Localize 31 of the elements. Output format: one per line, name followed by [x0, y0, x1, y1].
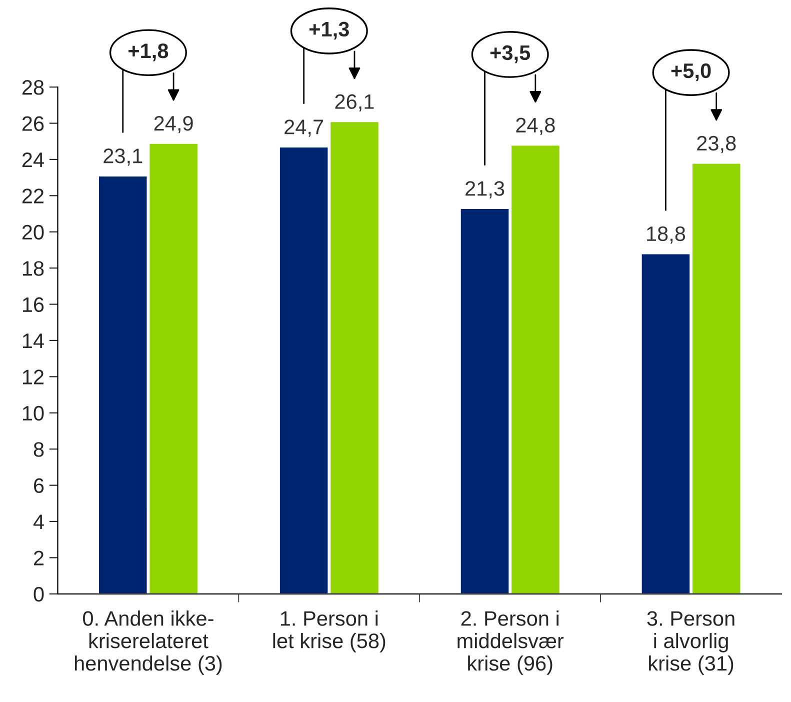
y-tick-label: 14 [22, 334, 44, 348]
y-tick-label: 12 [22, 370, 44, 384]
data-label: 24,7 [284, 120, 324, 137]
data-label: 24,8 [516, 118, 555, 135]
text: +5,0 [671, 63, 711, 82]
y-tick-label: 6 [34, 478, 44, 494]
text: +1,8 [128, 43, 168, 62]
y-tick-label: 20 [22, 224, 44, 240]
text: +3,5 [490, 45, 530, 64]
y-tick-label: 8 [34, 442, 44, 457]
data-label: 23,8 [697, 136, 736, 154]
data-label: 21,3 [466, 181, 504, 198]
y-tick-label: 22 [22, 188, 44, 204]
data-label: 18,8 [647, 226, 686, 244]
x-tick-label: 2. Person i middelsvær krise (96) [458, 610, 564, 675]
y-tick-label: 2 [34, 550, 44, 566]
data-label: 24,9 [154, 116, 193, 134]
data-label: 23,1 [104, 148, 142, 166]
y-tick-label: 24 [22, 152, 44, 168]
x-tick-label: 3. Person i alvorlig krise (31) [647, 611, 734, 675]
y-tick-label: 10 [22, 406, 44, 421]
y-tick-label: 26 [22, 116, 44, 132]
y-tick-label: 18 [22, 261, 44, 276]
y-tick-label: 28 [22, 80, 44, 95]
y-tick-label: 16 [22, 297, 44, 312]
y-tick-label: 0 [34, 586, 44, 602]
text: +1,3 [309, 22, 349, 40]
x-tick-label: 1. Person i let krise (58) [273, 610, 386, 652]
data-label: 26,1 [335, 94, 374, 112]
x-tick-label: 0. Anden ikke- kriserelateret henvendelse (3) [74, 610, 222, 675]
y-tick-label: 4 [33, 514, 44, 530]
